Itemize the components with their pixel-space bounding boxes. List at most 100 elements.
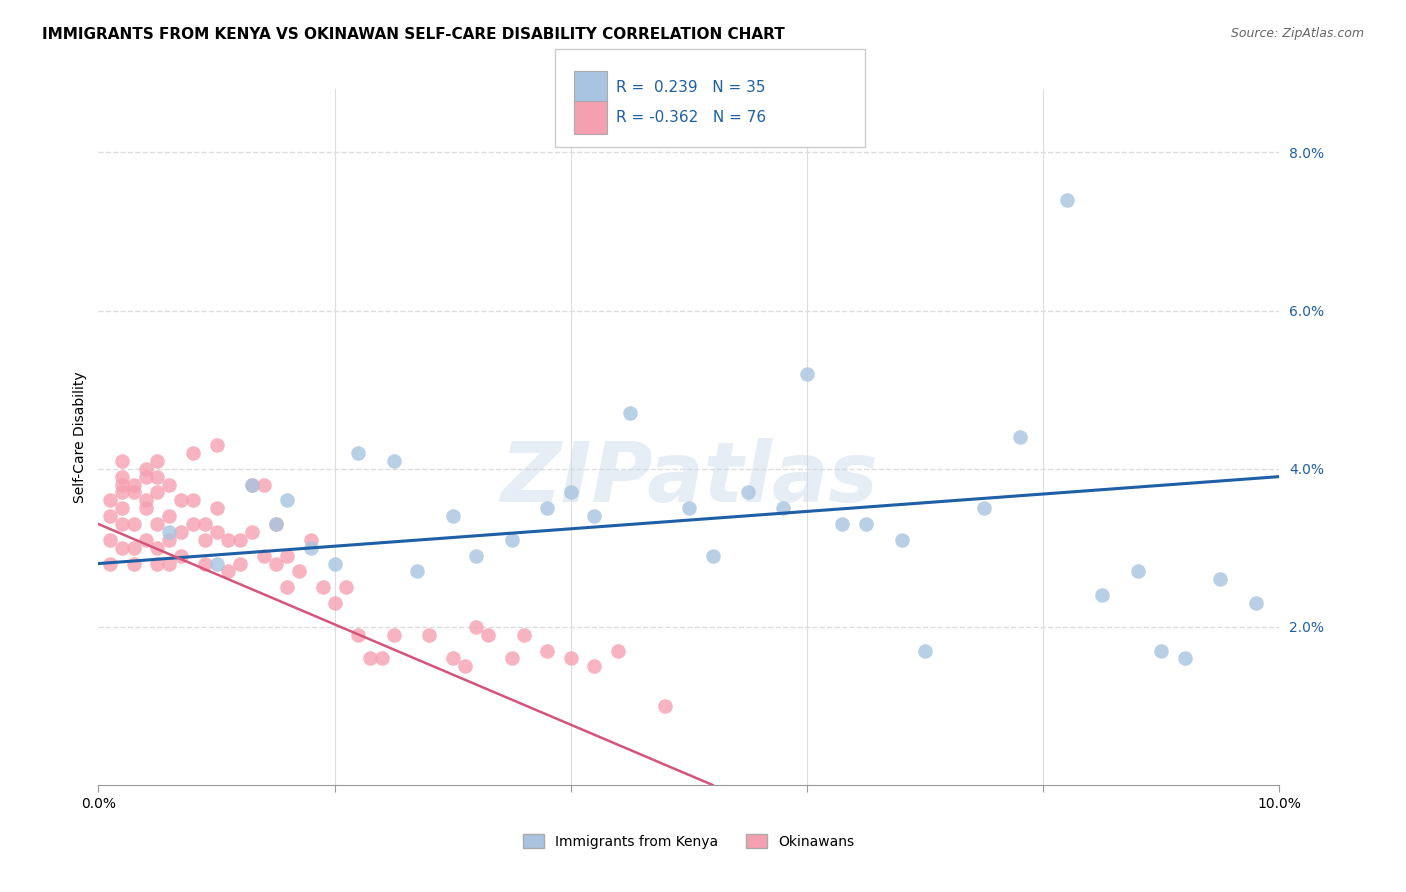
Point	[772, 501, 794, 516]
Point	[619, 406, 641, 420]
Point	[441, 651, 464, 665]
Point	[217, 533, 239, 547]
Point	[170, 549, 193, 563]
Point	[194, 516, 217, 531]
Point	[371, 651, 394, 665]
Point	[205, 524, 228, 539]
Point	[607, 643, 630, 657]
Point	[560, 651, 582, 665]
Point	[157, 557, 180, 571]
Point	[146, 516, 169, 531]
Point	[135, 461, 157, 475]
Point	[253, 477, 276, 491]
Point	[157, 509, 180, 524]
Point	[1056, 193, 1078, 207]
Y-axis label: Self-Care Disability: Self-Care Disability	[73, 371, 87, 503]
Point	[181, 493, 204, 508]
Point	[382, 454, 405, 468]
Point	[465, 620, 488, 634]
Point	[111, 477, 134, 491]
Point	[111, 469, 134, 483]
Point	[111, 541, 134, 555]
Point	[146, 541, 169, 555]
Point	[1126, 565, 1149, 579]
Point	[501, 651, 523, 665]
Point	[194, 557, 217, 571]
Point	[418, 628, 440, 642]
Point	[477, 628, 499, 642]
Point	[264, 557, 287, 571]
Point	[229, 557, 252, 571]
Point	[111, 501, 134, 516]
Point	[181, 446, 204, 460]
Point	[335, 580, 357, 594]
Point	[122, 541, 145, 555]
Point	[135, 493, 157, 508]
Point	[1008, 430, 1031, 444]
Point	[654, 698, 676, 713]
Point	[122, 516, 145, 531]
Point	[122, 477, 145, 491]
Point	[702, 549, 724, 563]
Point	[264, 516, 287, 531]
Point	[276, 580, 298, 594]
Point	[323, 596, 346, 610]
Point	[146, 485, 169, 500]
Point	[264, 516, 287, 531]
Point	[288, 565, 311, 579]
Point	[831, 516, 853, 531]
Point	[98, 557, 121, 571]
Point	[229, 533, 252, 547]
Point	[501, 533, 523, 547]
Point	[299, 541, 322, 555]
Point	[1150, 643, 1173, 657]
Point	[453, 659, 475, 673]
Point	[240, 477, 263, 491]
Point	[240, 524, 263, 539]
Point	[205, 557, 228, 571]
Point	[146, 469, 169, 483]
Point	[855, 516, 877, 531]
Point	[111, 485, 134, 500]
Point	[583, 659, 606, 673]
Point	[890, 533, 912, 547]
Point	[1091, 588, 1114, 602]
Point	[170, 524, 193, 539]
Point	[347, 628, 370, 642]
Point	[111, 516, 134, 531]
Point	[194, 533, 217, 547]
Point	[536, 643, 558, 657]
Point	[122, 485, 145, 500]
Point	[146, 557, 169, 571]
Point	[1244, 596, 1267, 610]
Text: ZIPatlas: ZIPatlas	[501, 438, 877, 519]
Point	[512, 628, 534, 642]
Text: R =  0.239   N = 35: R = 0.239 N = 35	[616, 80, 765, 95]
Point	[536, 501, 558, 516]
Point	[157, 524, 180, 539]
Point	[1174, 651, 1197, 665]
Point	[276, 493, 298, 508]
Point	[914, 643, 936, 657]
Text: IMMIGRANTS FROM KENYA VS OKINAWAN SELF-CARE DISABILITY CORRELATION CHART: IMMIGRANTS FROM KENYA VS OKINAWAN SELF-C…	[42, 27, 785, 42]
Point	[406, 565, 429, 579]
Point	[560, 485, 582, 500]
Point	[135, 469, 157, 483]
Point	[98, 533, 121, 547]
Point	[465, 549, 488, 563]
Point	[678, 501, 700, 516]
Point	[205, 438, 228, 452]
Point	[98, 509, 121, 524]
Legend: Immigrants from Kenya, Okinawans: Immigrants from Kenya, Okinawans	[517, 829, 860, 855]
Point	[157, 477, 180, 491]
Point	[382, 628, 405, 642]
Point	[217, 565, 239, 579]
Point	[170, 493, 193, 508]
Point	[973, 501, 995, 516]
Point	[1209, 573, 1232, 587]
Point	[205, 501, 228, 516]
Point	[359, 651, 381, 665]
Point	[253, 549, 276, 563]
Point	[181, 516, 204, 531]
Point	[737, 485, 759, 500]
